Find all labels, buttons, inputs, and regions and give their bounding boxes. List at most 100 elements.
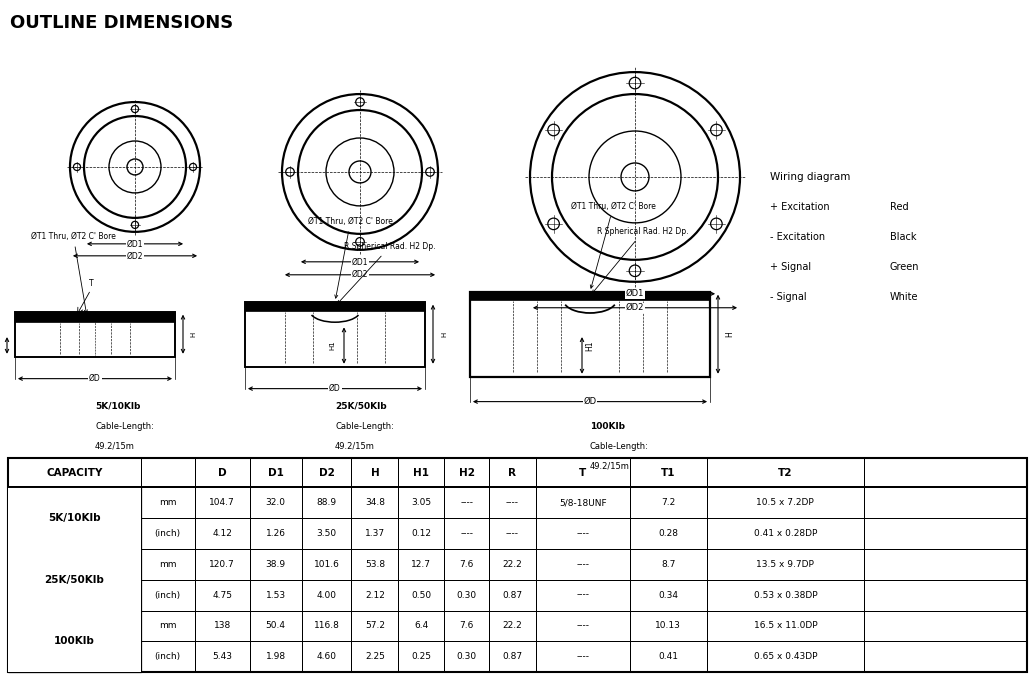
Bar <box>536 642 629 672</box>
Bar <box>301 488 352 518</box>
Text: ØT1 Thru, ØT2 C' Bore: ØT1 Thru, ØT2 C' Bore <box>308 217 393 298</box>
Bar <box>707 458 864 488</box>
Bar <box>141 549 195 580</box>
Text: 22.2: 22.2 <box>503 621 523 631</box>
Text: ØD1: ØD1 <box>352 257 368 266</box>
Text: ----: ---- <box>506 498 519 507</box>
Bar <box>352 488 398 518</box>
Text: ØD2: ØD2 <box>626 304 644 312</box>
Bar <box>301 518 352 549</box>
Bar <box>195 518 249 549</box>
Bar <box>707 549 864 580</box>
Text: T1: T1 <box>661 468 676 478</box>
Text: 2.12: 2.12 <box>365 591 385 600</box>
Bar <box>195 549 249 580</box>
Bar <box>864 549 1027 580</box>
Text: 120.7: 120.7 <box>209 559 235 569</box>
Bar <box>629 549 707 580</box>
Text: 1.98: 1.98 <box>266 653 286 661</box>
Bar <box>14 312 175 356</box>
Bar <box>489 518 536 549</box>
Text: 7.2: 7.2 <box>661 498 676 507</box>
Text: H1: H1 <box>413 468 430 478</box>
Text: 0.53 x 0.38DP: 0.53 x 0.38DP <box>753 591 818 600</box>
Text: 138: 138 <box>213 621 231 631</box>
Bar <box>629 610 707 642</box>
Bar <box>470 292 710 377</box>
Bar <box>141 518 195 549</box>
Text: ----: ---- <box>576 591 589 600</box>
Text: 1.26: 1.26 <box>266 529 286 538</box>
Text: 101.6: 101.6 <box>314 559 339 569</box>
Bar <box>141 642 195 672</box>
Text: 0.28: 0.28 <box>658 529 678 538</box>
Bar <box>470 292 710 300</box>
Text: R Spherical Rad. H2 Dp.: R Spherical Rad. H2 Dp. <box>592 227 688 293</box>
Bar <box>8 488 141 549</box>
Bar <box>707 642 864 672</box>
Bar <box>352 642 398 672</box>
Text: H2: H2 <box>459 468 475 478</box>
Bar <box>707 610 864 642</box>
Text: 4.12: 4.12 <box>212 529 232 538</box>
Text: 25K/50Klb: 25K/50Klb <box>335 401 387 411</box>
Text: (inch): (inch) <box>154 653 181 661</box>
Text: 10.5 x 7.2DP: 10.5 x 7.2DP <box>757 498 815 507</box>
Text: Red: Red <box>890 202 909 212</box>
Text: 1.53: 1.53 <box>266 591 286 600</box>
Bar <box>444 549 489 580</box>
Text: 16.5 x 11.0DP: 16.5 x 11.0DP <box>753 621 818 631</box>
Bar <box>8 549 141 580</box>
Text: ØD: ØD <box>584 397 596 406</box>
Text: H: H <box>371 468 379 478</box>
Text: mm: mm <box>159 559 176 569</box>
Bar <box>9 579 140 581</box>
Bar <box>249 518 301 549</box>
Text: + Signal: + Signal <box>770 262 811 272</box>
Text: T: T <box>579 468 586 478</box>
Text: + Excitation: + Excitation <box>770 202 830 212</box>
Text: H1: H1 <box>586 340 594 350</box>
Bar <box>8 610 141 642</box>
Text: 38.9: 38.9 <box>266 559 286 569</box>
Text: - Excitation: - Excitation <box>770 232 825 242</box>
Text: (inch): (inch) <box>154 529 181 538</box>
Bar <box>536 518 629 549</box>
Bar <box>9 517 140 519</box>
Bar <box>444 610 489 642</box>
Text: ØD2: ØD2 <box>126 251 143 260</box>
Text: D1: D1 <box>268 468 284 478</box>
Text: 5/8-18UNF: 5/8-18UNF <box>559 498 607 507</box>
Bar <box>245 301 425 311</box>
Bar <box>195 580 249 610</box>
Bar <box>249 642 301 672</box>
Bar <box>8 488 141 549</box>
Bar <box>864 580 1027 610</box>
Bar <box>398 488 444 518</box>
Text: ØT1 Thru, ØT2 C' Bore: ØT1 Thru, ØT2 C' Bore <box>570 202 656 288</box>
Bar <box>195 488 249 518</box>
Bar <box>629 518 707 549</box>
Text: ----: ---- <box>461 529 473 538</box>
Bar <box>8 549 141 610</box>
Bar <box>352 580 398 610</box>
Bar <box>8 458 141 488</box>
Bar <box>141 458 195 488</box>
Bar <box>536 488 629 518</box>
Text: ----: ---- <box>576 653 589 661</box>
Bar <box>707 580 864 610</box>
Bar <box>8 610 141 672</box>
Text: mm: mm <box>159 498 176 507</box>
Bar <box>8 488 141 518</box>
Bar <box>9 640 140 642</box>
Text: 6.4: 6.4 <box>414 621 428 631</box>
Text: 12.7: 12.7 <box>411 559 432 569</box>
Bar <box>352 610 398 642</box>
Text: 34.8: 34.8 <box>365 498 385 507</box>
Text: 88.9: 88.9 <box>317 498 336 507</box>
Bar <box>489 580 536 610</box>
Text: 5.43: 5.43 <box>212 653 232 661</box>
Bar <box>398 518 444 549</box>
Bar <box>141 580 195 610</box>
Text: 50.4: 50.4 <box>266 621 286 631</box>
